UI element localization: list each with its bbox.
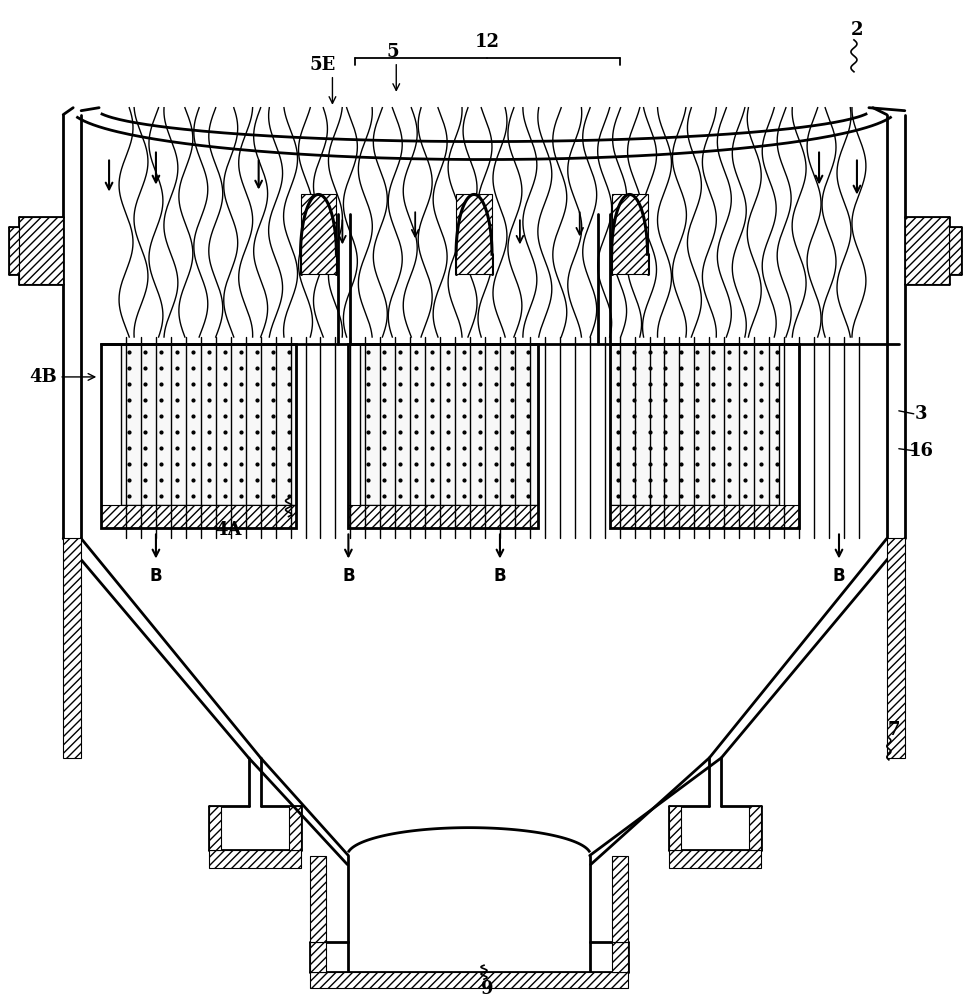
Text: 7: 7 xyxy=(887,721,900,739)
Text: B: B xyxy=(833,567,846,585)
Bar xyxy=(209,806,220,850)
Bar xyxy=(101,344,295,528)
Bar xyxy=(905,217,949,284)
Bar xyxy=(610,344,779,505)
Text: 12: 12 xyxy=(475,33,499,51)
Bar xyxy=(669,850,761,868)
Text: 9: 9 xyxy=(481,980,493,998)
Bar xyxy=(949,227,960,274)
Text: 16: 16 xyxy=(908,442,933,460)
Text: 5: 5 xyxy=(387,43,400,61)
Bar xyxy=(612,856,627,942)
Bar xyxy=(19,217,63,284)
Text: 2: 2 xyxy=(851,21,863,39)
Text: B: B xyxy=(150,567,162,585)
Bar xyxy=(349,505,538,528)
Text: 5E: 5E xyxy=(310,56,336,74)
Text: 3: 3 xyxy=(915,405,927,423)
Bar xyxy=(101,505,295,528)
Bar xyxy=(10,227,19,274)
Bar xyxy=(456,194,492,274)
Bar xyxy=(360,344,538,505)
Bar xyxy=(311,972,627,988)
Bar xyxy=(301,194,336,274)
Bar xyxy=(612,942,627,972)
Bar xyxy=(750,806,761,850)
Text: B: B xyxy=(493,567,506,585)
Text: 4B: 4B xyxy=(29,368,57,386)
Bar xyxy=(311,856,326,942)
Bar xyxy=(209,850,301,868)
Bar xyxy=(121,344,295,505)
Bar xyxy=(887,538,905,758)
Bar xyxy=(349,344,538,528)
Bar xyxy=(610,344,799,528)
Bar xyxy=(311,942,326,972)
Bar xyxy=(610,505,799,528)
Bar xyxy=(288,806,301,850)
Bar xyxy=(669,806,682,850)
Bar xyxy=(63,538,82,758)
Bar xyxy=(612,194,648,274)
Text: 4A: 4A xyxy=(216,521,242,539)
Text: B: B xyxy=(342,567,354,585)
